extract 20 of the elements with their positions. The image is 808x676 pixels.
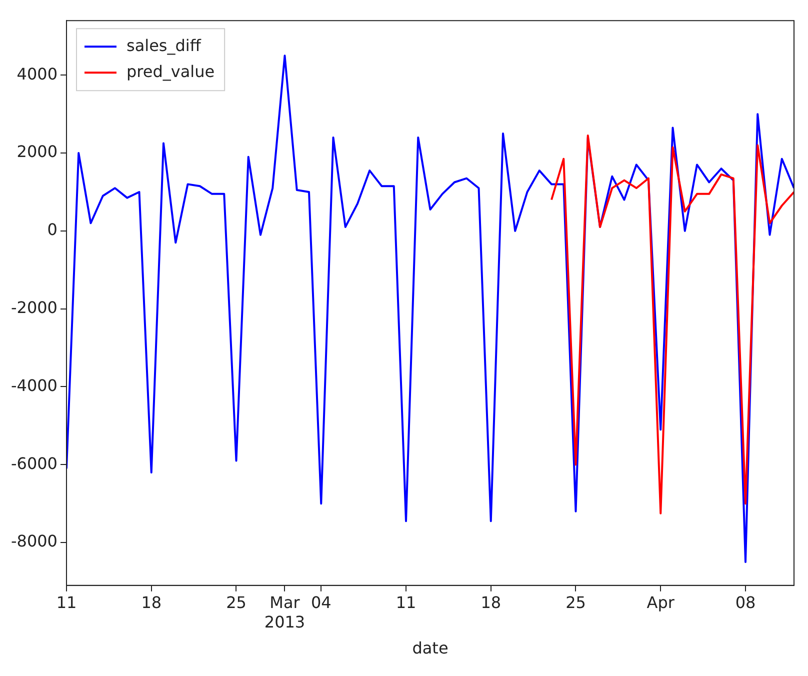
x-axis-title: date <box>412 638 448 658</box>
x-tick-label: 25 <box>566 593 586 612</box>
y-tick-label: -2000 <box>10 298 58 317</box>
x-tick-label: Apr <box>646 593 675 612</box>
y-tick-label: -4000 <box>10 376 58 395</box>
y-tick-label: 2000 <box>16 142 58 162</box>
y-tick-label: 4000 <box>16 64 58 84</box>
legend-label: sales_diff <box>126 36 202 55</box>
x-tick-label: 11 <box>396 593 416 612</box>
x-tick-label: 18 <box>480 593 502 612</box>
x-tick-label: 08 <box>735 593 756 612</box>
x-tick-label: 04 <box>310 593 332 612</box>
x-tick-label: 11 <box>56 593 77 612</box>
y-tick-label: 0 <box>47 220 58 240</box>
y-tick-label: -8000 <box>10 532 58 551</box>
x-tick-label: 18 <box>141 593 162 612</box>
x-tick-label: 25 <box>226 593 246 612</box>
legend-label: pred_value <box>126 62 215 81</box>
x-tick-label: Mar 2013 <box>264 593 306 632</box>
y-tick-label: -6000 <box>10 454 58 473</box>
